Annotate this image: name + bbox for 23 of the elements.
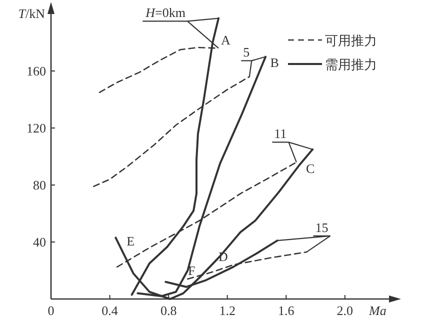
x-axis-title: Ma (368, 303, 387, 318)
x-tick-label: 1.2 (219, 303, 236, 318)
x-tick-label: 0 (48, 303, 54, 318)
annotation: B (270, 54, 280, 70)
annotation: C (306, 161, 315, 176)
x-tick-label: 0.4 (102, 303, 118, 318)
annotation: A (220, 32, 231, 48)
y-tick-label: 80 (33, 178, 46, 192)
annotation: 15 (315, 220, 328, 235)
annotation: F (188, 263, 196, 278)
y-tick-label: 120 (26, 120, 46, 136)
y-axis-title: T/kN (18, 6, 46, 21)
legend-label: 需用推力 (325, 58, 377, 73)
x-tick-label: 0.8 (160, 303, 177, 318)
annotation: E (126, 234, 135, 249)
legend-label: 可用推力 (325, 34, 377, 49)
annotation: 5 (243, 44, 250, 60)
x-tick-label: 1.6 (278, 303, 295, 318)
y-tick-label: 160 (26, 64, 46, 78)
y-tick-label: 40 (33, 234, 46, 250)
annotation: 11 (274, 126, 287, 142)
x-tick-label: 2.0 (336, 303, 354, 318)
annotation: H=0km (144, 5, 186, 20)
